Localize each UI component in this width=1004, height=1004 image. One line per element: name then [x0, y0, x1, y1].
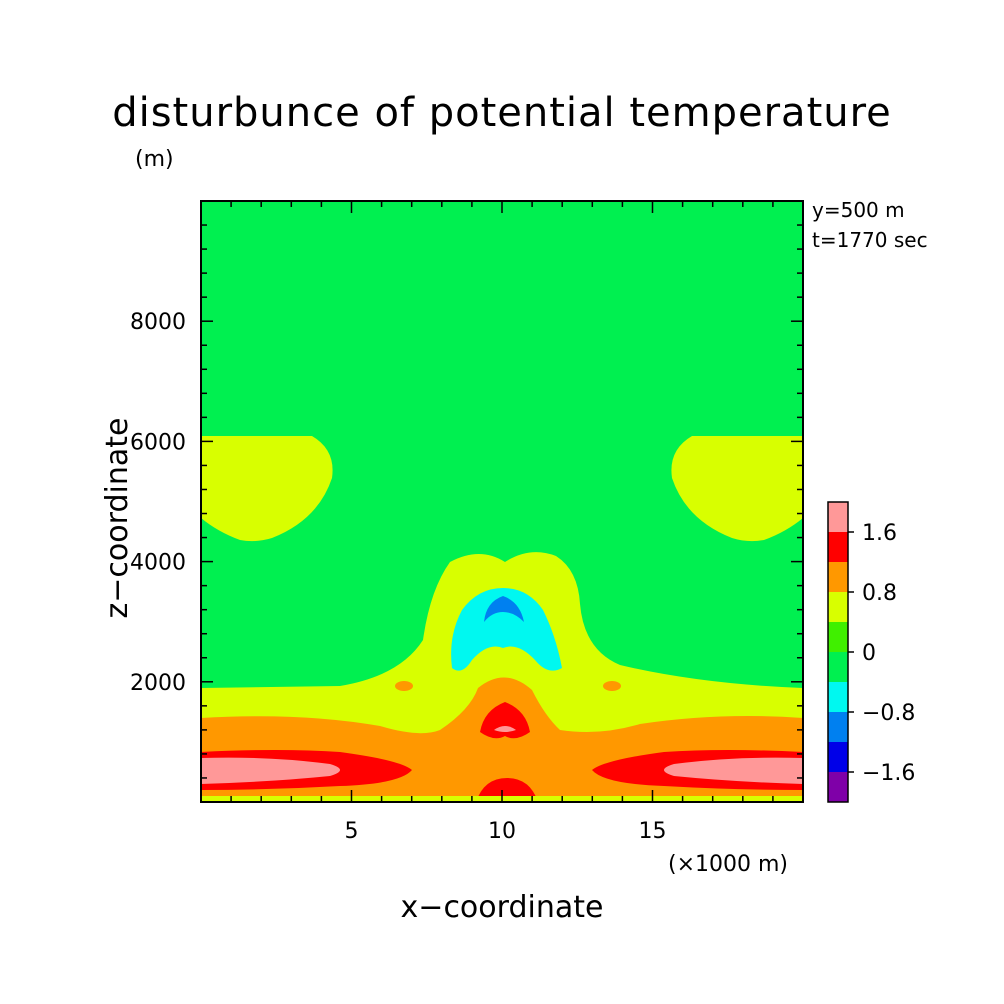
info-time: t=1770 sec	[812, 228, 928, 252]
info-y-position: y=500 m	[812, 198, 905, 222]
warm-core-center	[480, 702, 530, 739]
max-layer-left	[201, 757, 340, 784]
x-tick-label: 5	[345, 819, 359, 844]
colorbar: −1.6 −0.8 0 0.8 1.6	[827, 501, 915, 803]
chart-title: disturbunce of potential temperature	[112, 90, 892, 136]
x-axis-label: x−coordinate	[400, 890, 604, 925]
small-orange-spot-right	[603, 681, 621, 691]
axis-ticks	[200, 200, 804, 803]
colorbar-label: 0	[862, 641, 876, 666]
x-tick-label: 15	[639, 819, 667, 844]
x-tick-label: 10	[488, 819, 516, 844]
colorbar-label: 0.8	[862, 581, 897, 606]
colorbar-label: −0.8	[862, 701, 915, 726]
y-axis-unit: (m)	[135, 147, 174, 172]
y-tick-label: 6000	[130, 430, 186, 455]
colorbar-segment	[828, 502, 848, 532]
colorbar-segment	[828, 652, 848, 682]
colorbar-segment	[828, 772, 848, 802]
max-core-center	[494, 726, 516, 732]
colorbar-segment	[828, 562, 848, 592]
small-orange-spot-left	[395, 681, 413, 691]
small-yellow-spot-left	[430, 640, 438, 654]
colorbar-label: −1.6	[862, 761, 915, 786]
axis-tick-labels: 5 10 15 2000 4000 6000 8000	[130, 310, 667, 844]
small-yellow-spot-right	[580, 640, 590, 654]
colorbar-segment	[828, 682, 848, 712]
upper-left-warm-lobe	[201, 436, 333, 542]
contour-regions	[201, 436, 803, 802]
upper-right-warm-lobe	[671, 436, 803, 542]
colorbar-segment	[828, 532, 848, 562]
colorbar-segment	[828, 592, 848, 622]
colorbar-label: 1.6	[862, 521, 897, 546]
colorbar-segment	[828, 712, 848, 742]
cold-core-inner	[484, 596, 524, 622]
y-tick-label: 8000	[130, 310, 186, 335]
y-tick-label: 4000	[130, 551, 186, 576]
colorbar-segment	[828, 622, 848, 652]
max-layer-right	[664, 757, 803, 784]
colorbar-segment	[828, 742, 848, 772]
y-tick-label: 2000	[130, 671, 186, 696]
x-axis-unit: (×1000 m)	[668, 852, 789, 877]
cold-core-outer	[451, 588, 562, 671]
